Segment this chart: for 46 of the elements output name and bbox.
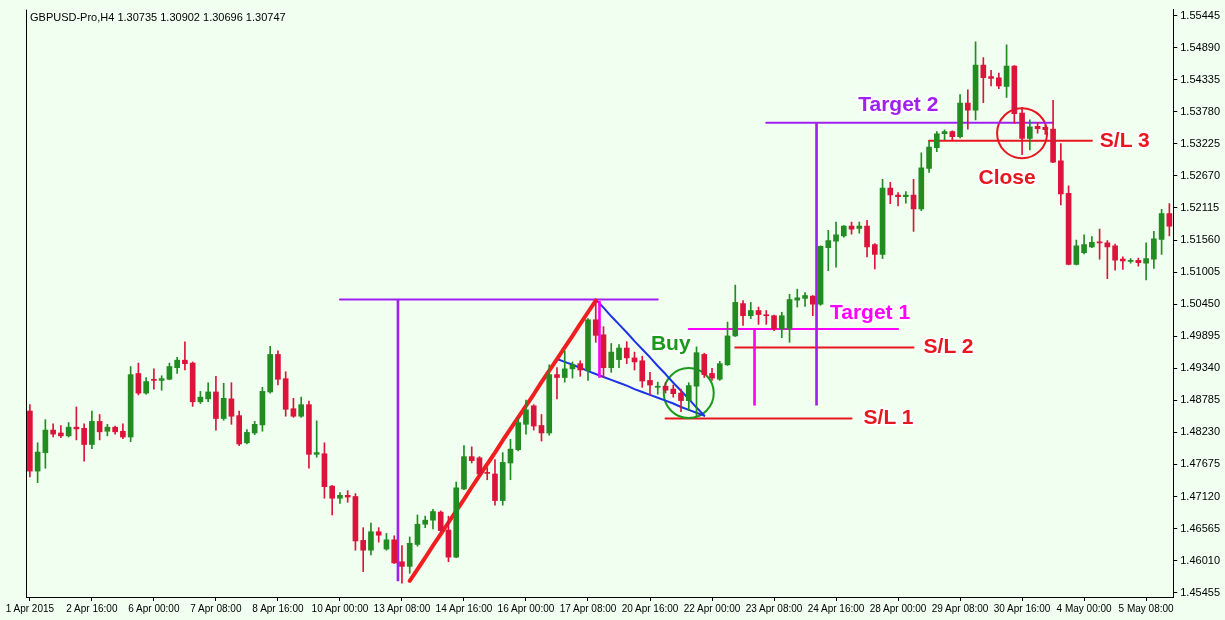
x-tick-label: 7 Apr 08:00 [190,602,242,614]
x-tick-label: 23 Apr 08:00 [745,602,803,614]
x-tick-label: 28 Apr 00:00 [869,602,927,614]
y-tick-label: 1.46010 [1180,553,1220,566]
y-tick-label: 1.47675 [1180,457,1220,470]
y-tick-label: 1.45455 [1180,585,1220,598]
series-label: S/L 1 [863,405,914,429]
y-tick-label: 1.55445 [1180,8,1220,21]
x-tick-label: 1 Apr 2015 [5,602,55,614]
series-label: Buy [650,330,691,354]
x-tick-label: 2 Apr 16:00 [66,602,118,614]
series-label: S/L 3 [1099,127,1150,151]
x-tick-label: 30 Apr 16:00 [993,602,1051,614]
series-label: Target 2 [858,91,939,115]
y-tick-label: 1.53780 [1180,104,1220,117]
y-tick-label: 1.51560 [1180,233,1220,246]
x-tick-label: 10 Apr 00:00 [311,602,369,614]
x-tick-label: 16 Apr 00:00 [497,602,555,614]
y-tick-label: 1.51005 [1180,265,1220,278]
x-tick-label: 17 Apr 08:00 [559,602,617,614]
x-tick-label: 13 Apr 08:00 [373,602,431,614]
y-tick-label: 1.50450 [1180,297,1220,310]
y-tick-label: 1.49895 [1180,329,1220,342]
y-tick-label: 1.49340 [1180,361,1220,374]
x-tick-label: 20 Apr 16:00 [621,602,679,614]
x-tick-label: 14 Apr 16:00 [435,602,493,614]
y-tick-label: 1.54335 [1180,72,1220,85]
x-tick-label: 5 May 08:00 [1118,602,1175,614]
x-tick-label: 29 Apr 08:00 [931,602,989,614]
x-tick-label: 6 Apr 00:00 [128,602,180,614]
y-tick-label: 1.46565 [1180,521,1220,534]
y-tick-label: 1.53225 [1180,136,1220,149]
y-tick-label: 1.52670 [1180,168,1220,181]
x-tick-label: 22 Apr 00:00 [683,602,741,614]
series-label: Close [978,165,1036,188]
series-label: S/L 2 [923,334,974,358]
y-tick-label: 1.54890 [1180,40,1220,53]
x-tick-label: 24 Apr 16:00 [807,602,865,614]
y-tick-label: 1.48785 [1180,393,1220,406]
x-tick-label: 4 May 00:00 [1056,602,1113,614]
y-tick-label: 1.48230 [1180,425,1220,438]
y-tick-label: 1.52115 [1180,201,1220,214]
y-tick-label: 1.47120 [1180,489,1220,502]
x-tick-label: 8 Apr 16:00 [252,602,304,614]
series-label: Target 1 [829,299,911,323]
chart-title: GBPUSD-Pro,H4 1.30735 1.30902 1.30696 1.30747 [30,10,286,24]
